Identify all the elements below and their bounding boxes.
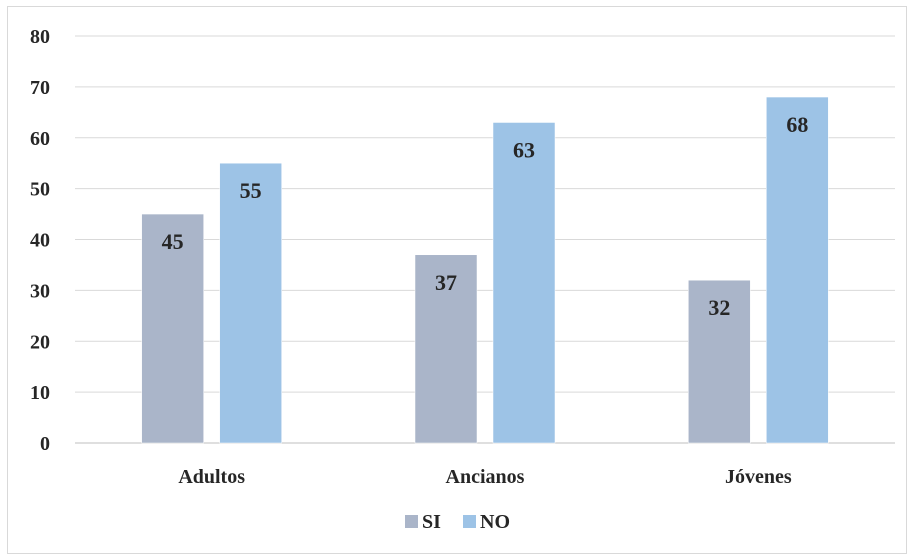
bar-no-ancianos bbox=[492, 122, 556, 444]
y-tick-label: 60 bbox=[30, 128, 50, 150]
x-axis-categories: Adultos Ancianos Jóvenes bbox=[178, 466, 792, 488]
y-tick-label: 20 bbox=[30, 331, 50, 353]
y-tick-label: 50 bbox=[30, 179, 50, 201]
bar-si-ancianos bbox=[414, 254, 478, 444]
bars bbox=[141, 96, 829, 444]
y-tick-label: 0 bbox=[40, 433, 50, 455]
y-tick-label: 10 bbox=[30, 382, 50, 404]
y-tick-label: 80 bbox=[30, 26, 50, 48]
legend: SI NO bbox=[405, 511, 510, 533]
bar-si-adultos bbox=[141, 213, 204, 444]
data-labels: 45 55 37 63 32 68 bbox=[162, 112, 809, 320]
y-tick-label: 40 bbox=[30, 230, 50, 252]
y-tick-label: 70 bbox=[30, 77, 50, 99]
bar-no-adultos bbox=[219, 162, 282, 444]
legend-label-si: SI bbox=[422, 511, 441, 533]
data-label: 45 bbox=[162, 229, 184, 254]
y-tick-label: 30 bbox=[30, 280, 50, 302]
data-label: 68 bbox=[786, 112, 808, 137]
bar-si-jóvenes bbox=[688, 279, 751, 444]
x-category-label: Ancianos bbox=[446, 466, 525, 488]
y-axis-ticks: 0 10 20 30 40 50 60 70 80 bbox=[30, 26, 50, 455]
legend-swatch-no bbox=[463, 515, 476, 528]
data-label: 32 bbox=[708, 295, 730, 320]
data-label: 55 bbox=[240, 178, 262, 203]
x-category-label: Jóvenes bbox=[725, 466, 792, 488]
legend-swatch-si bbox=[405, 515, 418, 528]
gridlines bbox=[75, 35, 895, 444]
bar-no-jóvenes bbox=[766, 96, 829, 444]
data-label: 37 bbox=[435, 270, 457, 295]
x-category-label: Adultos bbox=[178, 466, 245, 488]
legend-label-no: NO bbox=[480, 511, 510, 533]
data-label: 63 bbox=[513, 137, 535, 162]
